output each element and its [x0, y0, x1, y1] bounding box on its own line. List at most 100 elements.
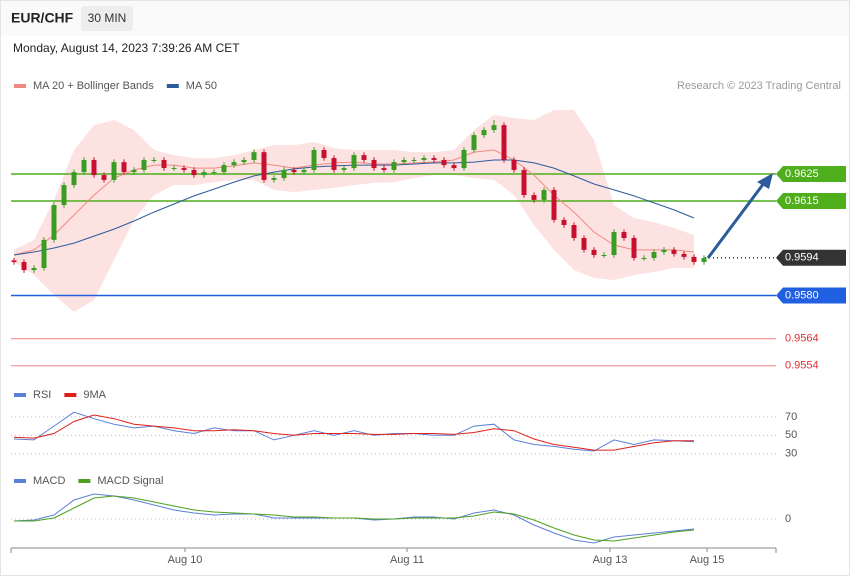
- legend-label: 9MA: [83, 389, 106, 401]
- legend-swatch: [64, 393, 77, 397]
- level-box: [776, 287, 846, 304]
- candle-body: [491, 125, 497, 130]
- legend-label: MA 20 + Bollinger Bands: [33, 80, 154, 92]
- level-label: 0.9564: [785, 333, 819, 345]
- candle-body: [701, 257, 707, 263]
- candle-body: [151, 159, 157, 161]
- legend-label: MACD Signal: [97, 475, 163, 487]
- candle-body: [441, 159, 447, 166]
- x-tick-label: Aug 11: [390, 554, 424, 566]
- candle-body: [461, 149, 467, 169]
- candle-body: [501, 125, 507, 160]
- candle-body: [81, 159, 87, 173]
- candle-body: [561, 219, 567, 226]
- bollinger-band: [14, 110, 694, 312]
- legend-label: MACD: [33, 475, 65, 487]
- candle-body: [231, 162, 237, 166]
- level-box: [776, 249, 846, 266]
- candle-body: [691, 256, 697, 263]
- candle-body: [381, 168, 387, 170]
- indicator-line: [13, 414, 694, 451]
- candle-body: [11, 260, 17, 263]
- arrow-head: [757, 173, 773, 189]
- candle-body: [511, 159, 517, 170]
- candle-body: [391, 162, 397, 170]
- arrow-shaft: [706, 182, 766, 259]
- candle-body: [341, 168, 347, 170]
- candle-body: [261, 152, 267, 180]
- candle-body: [191, 169, 197, 176]
- candle-body: [601, 255, 607, 256]
- y-tick-label: 50: [785, 429, 797, 441]
- candle-body: [651, 252, 657, 258]
- candle-body: [311, 149, 317, 170]
- candle-body: [111, 162, 117, 180]
- candle-body: [121, 162, 127, 173]
- candle-body: [531, 195, 537, 200]
- candle-body: [71, 172, 77, 186]
- candle-body: [281, 169, 287, 179]
- legend-label: MA 50: [186, 80, 217, 92]
- candle-body: [321, 149, 327, 159]
- candle-body: [31, 267, 37, 271]
- candle-body: [61, 185, 67, 206]
- y-tick-label: 70: [785, 411, 797, 423]
- y-tick-label: 0: [785, 513, 791, 525]
- candle-body: [591, 249, 597, 255]
- candle-body: [141, 159, 147, 170]
- candle-body: [301, 169, 307, 173]
- candle-body: [181, 168, 187, 170]
- candle-body: [451, 165, 457, 169]
- level-label: 0.9580: [785, 289, 819, 301]
- candle-body: [201, 172, 207, 176]
- candle-body: [161, 159, 167, 169]
- candle-body: [571, 225, 577, 238]
- level-label: 0.9594: [785, 252, 819, 264]
- legend-swatch: [14, 84, 26, 88]
- candle-body: [331, 158, 337, 170]
- candle-body: [371, 159, 377, 169]
- candle-body: [471, 135, 477, 150]
- candle-body: [221, 165, 227, 173]
- timestamp: Monday, August 14, 2023 7:39:26 AM CET: [13, 41, 240, 55]
- candle-body: [251, 152, 257, 160]
- header-bar: [1, 1, 849, 36]
- interval-badge: [81, 6, 133, 31]
- level-box: [776, 193, 846, 209]
- legend-swatch: [166, 84, 179, 88]
- candle-body: [481, 129, 487, 136]
- candle-body: [421, 158, 427, 160]
- candle-body: [621, 232, 627, 238]
- level-label: 0.9615: [785, 195, 819, 207]
- legend-swatch: [14, 479, 26, 483]
- interval: 30 MIN: [88, 11, 127, 25]
- x-tick-label: Aug 13: [593, 554, 628, 566]
- candle-body: [51, 205, 57, 240]
- candle-body: [171, 168, 177, 170]
- candle-body: [671, 249, 677, 254]
- legend-swatch: [14, 393, 26, 397]
- candle-body: [681, 253, 687, 257]
- candle-body: [411, 159, 417, 161]
- candle-body: [291, 169, 297, 173]
- legend-label: RSI: [33, 389, 51, 401]
- candle-body: [241, 159, 247, 163]
- candle-body: [211, 172, 217, 174]
- candle-body: [271, 178, 277, 180]
- plot-layer: 0.9625 0.9615 0.9594 0.9580 0.9564 0.9554 MA 2…: [10, 80, 846, 566]
- x-tick-label: Aug 15: [690, 554, 725, 566]
- level-label: 0.9554: [785, 360, 819, 372]
- candle-body: [21, 262, 27, 271]
- x-tick-label: Aug 10: [168, 554, 203, 566]
- candle-body: [41, 239, 47, 268]
- candle-body: [541, 189, 547, 200]
- attribution: Research © 2023 Trading Central: [677, 80, 841, 92]
- candle-body: [641, 257, 647, 259]
- legend-swatch: [78, 479, 91, 483]
- candle-body: [361, 155, 367, 160]
- candle-body: [631, 237, 637, 258]
- candle-body: [521, 169, 527, 196]
- candle-body: [101, 175, 107, 180]
- candle-body: [551, 189, 557, 220]
